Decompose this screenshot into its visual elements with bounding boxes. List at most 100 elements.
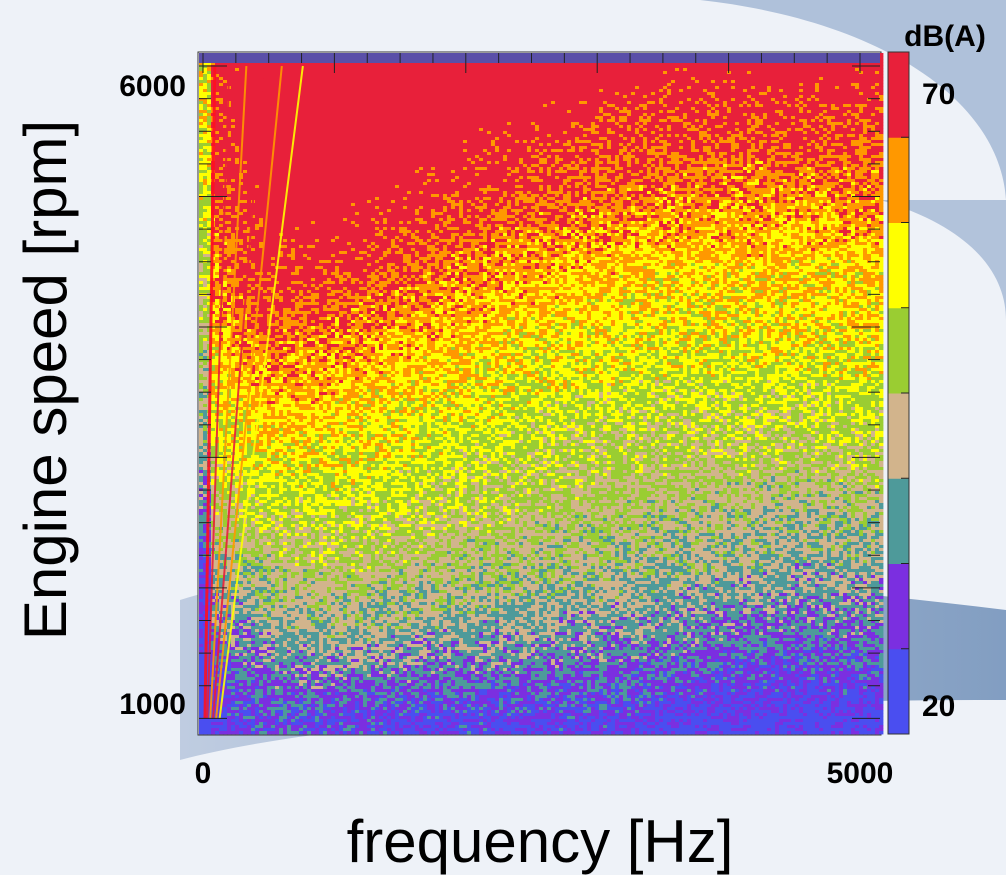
heatmap-cell	[655, 89, 659, 92]
heatmap-cell	[655, 101, 659, 104]
heatmap-cell	[615, 98, 619, 101]
heatmap-cell	[567, 89, 571, 92]
heatmap-cell	[803, 86, 807, 89]
heatmap-cell	[515, 101, 519, 104]
heatmap-cell	[255, 80, 259, 83]
heatmap-cell	[671, 80, 675, 83]
heatmap-cell	[447, 68, 451, 71]
heatmap-cell	[375, 95, 379, 98]
heatmap-cell	[427, 80, 431, 83]
heatmap-cell	[751, 104, 755, 107]
heatmap-cell	[395, 92, 399, 95]
heatmap-cell	[743, 95, 747, 98]
heatmap-cell	[247, 104, 251, 107]
heatmap-cell	[823, 68, 827, 71]
heatmap-cell	[567, 74, 571, 77]
heatmap-cell	[739, 107, 743, 110]
heatmap-cell	[347, 80, 351, 83]
heatmap-cell	[367, 89, 371, 92]
heatmap-cell	[223, 77, 227, 80]
heatmap-cell	[543, 74, 547, 77]
heatmap-cell	[395, 104, 399, 107]
heatmap-cell	[823, 95, 827, 98]
heatmap-cell	[819, 86, 823, 89]
heatmap-cell	[363, 98, 367, 101]
heatmap-cell	[639, 86, 643, 89]
heatmap-cell	[415, 92, 419, 95]
heatmap-cell	[395, 107, 399, 110]
heatmap-cell	[263, 92, 267, 95]
heatmap-cell	[695, 74, 699, 77]
heatmap-cell	[827, 89, 831, 92]
heatmap-cell	[739, 110, 743, 113]
heatmap-cell	[723, 107, 727, 110]
heatmap-cell	[767, 74, 771, 77]
heatmap-cell	[787, 104, 791, 107]
heatmap-cell	[287, 68, 291, 71]
heatmap-cell	[459, 107, 463, 110]
heatmap-cell	[587, 86, 591, 89]
heatmap-cell	[511, 101, 515, 104]
heatmap-cell	[851, 95, 855, 98]
heatmap-cell	[791, 107, 795, 110]
heatmap-cell	[579, 74, 583, 77]
heatmap-cell	[203, 68, 207, 71]
heatmap-cell	[483, 98, 487, 101]
heatmap-cell	[611, 89, 615, 92]
heatmap-cell	[459, 110, 463, 113]
heatmap-cell	[611, 68, 615, 71]
heatmap-cell	[383, 77, 387, 80]
heatmap-cell	[339, 104, 343, 107]
heatmap-cell	[755, 104, 759, 107]
heatmap-cell	[423, 71, 427, 74]
heatmap-cell	[499, 71, 503, 74]
heatmap-cell	[771, 86, 775, 89]
heatmap-cell	[207, 83, 211, 86]
heatmap-cell	[547, 101, 551, 104]
heatmap-cell	[219, 71, 223, 74]
heatmap-cell	[267, 89, 271, 92]
heatmap-cell	[519, 68, 523, 71]
heatmap-cell	[551, 80, 555, 83]
heatmap-cell	[655, 92, 659, 95]
heatmap-cell	[559, 74, 563, 77]
heatmap-cell	[487, 89, 491, 92]
heatmap-cell	[851, 101, 855, 104]
heatmap-cell	[283, 71, 287, 74]
heatmap-cell	[767, 95, 771, 98]
heatmap-cell	[631, 65, 635, 68]
heatmap-cell	[387, 77, 391, 80]
heatmap-cell	[303, 83, 307, 86]
heatmap-cell	[575, 68, 579, 71]
heatmap-cell	[235, 74, 239, 77]
heatmap-cell	[635, 77, 639, 80]
heatmap-cell	[867, 107, 871, 110]
heatmap-cell	[539, 68, 543, 71]
heatmap-cell	[839, 92, 843, 95]
heatmap-cell	[419, 74, 423, 77]
heatmap-cell	[755, 68, 759, 71]
heatmap-cell	[831, 68, 835, 71]
heatmap-cell	[647, 71, 651, 74]
heatmap-cell	[455, 74, 459, 77]
heatmap-cell	[543, 104, 547, 107]
heatmap-cell	[231, 113, 235, 116]
heatmap-cell	[331, 80, 335, 83]
heatmap-cell	[479, 92, 483, 95]
heatmap-cell	[487, 86, 491, 89]
heatmap-cell	[615, 110, 619, 113]
heatmap-cell	[551, 110, 555, 113]
heatmap-cell	[523, 74, 527, 77]
heatmap-cell	[583, 89, 587, 92]
heatmap-cell	[399, 68, 403, 71]
heatmap-cell	[683, 77, 687, 80]
heatmap-cell	[519, 71, 523, 74]
heatmap-cell	[567, 95, 571, 98]
heatmap-cell	[759, 98, 763, 101]
heatmap-cell	[475, 77, 479, 80]
heatmap-cell	[791, 98, 795, 101]
heatmap-cell	[543, 83, 547, 86]
heatmap-cell	[667, 104, 671, 107]
heatmap-cell	[471, 86, 475, 89]
heatmap-cell	[679, 110, 683, 113]
